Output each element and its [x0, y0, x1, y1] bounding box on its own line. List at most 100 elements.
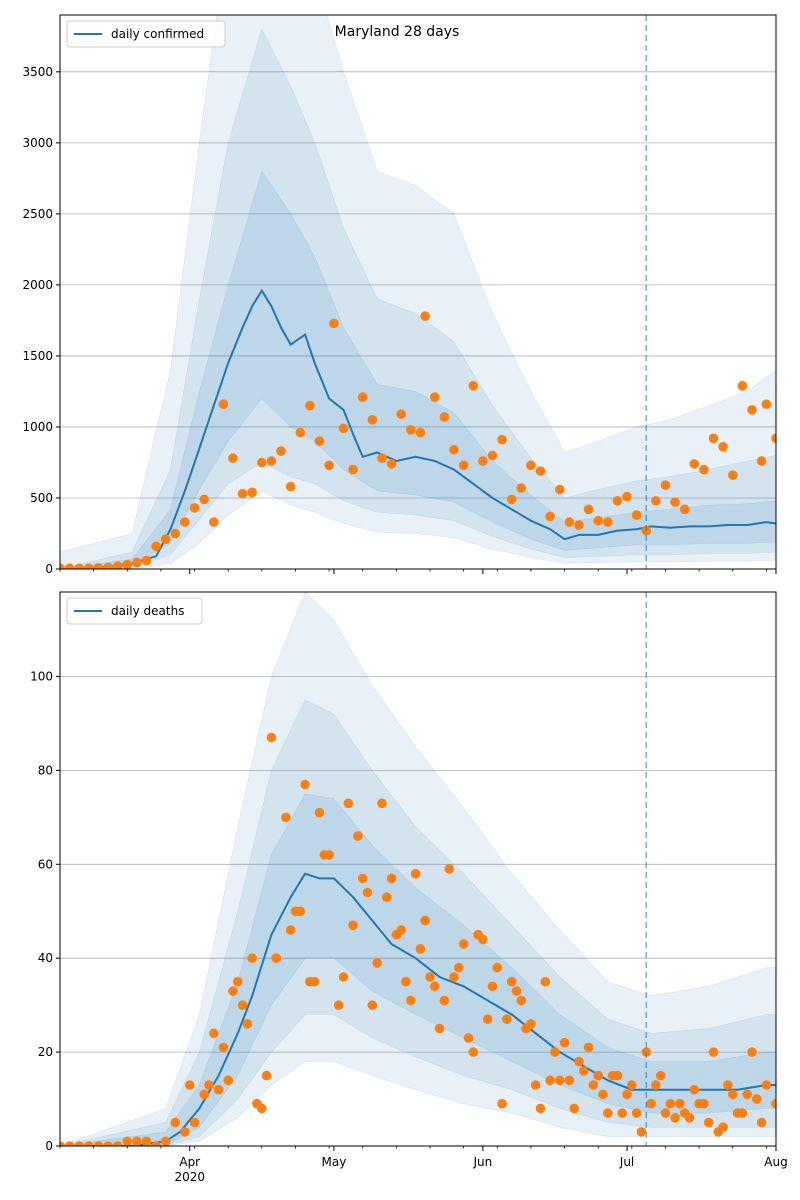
- confirmed-observed-point: [545, 511, 555, 522]
- confirmed-y-tick-label: 2500: [22, 207, 53, 221]
- confirmed-observed-point: [386, 459, 397, 469]
- deaths-observed-point: [761, 1080, 772, 1090]
- deaths-observed-point: [670, 1113, 680, 1123]
- deaths-x-tick-label-line: Apr: [179, 1155, 200, 1169]
- deaths-observed-point: [728, 1089, 738, 1100]
- deaths-observed-point: [526, 1019, 536, 1029]
- deaths-band-50-area: [60, 793, 776, 1146]
- confirmed-axes-frame: [59, 14, 777, 570]
- deaths-observed-point: [598, 1089, 608, 1100]
- deaths-observed-point: [430, 981, 440, 992]
- deaths-observed-point: [478, 934, 488, 945]
- deaths-x-tick-label: May: [321, 1155, 346, 1169]
- deaths-y-tick-label: 0: [45, 1139, 53, 1153]
- chart-title: Maryland 28 days: [335, 24, 460, 40]
- deaths-gridlines: [60, 676, 776, 1053]
- confirmed-observed-point: [487, 450, 498, 461]
- deaths-observed-point: [103, 1141, 113, 1146]
- deaths-observed-point: [723, 1080, 733, 1090]
- confirmed-observed-point: [314, 436, 325, 447]
- deaths-chart: 0 20 40 60 80 100 Apr 2020 May Jun Jul Aug daily d…: [30, 591, 788, 1184]
- confirmed-observed-point: [679, 504, 690, 515]
- deaths-observed-point: [636, 1127, 647, 1137]
- deaths-observed-point: [444, 864, 455, 874]
- confirmed-observed-point: [180, 517, 190, 527]
- deaths-observed-point: [665, 1098, 676, 1109]
- confirmed-observed-point: [285, 481, 296, 492]
- confirmed-observed-point: [396, 409, 407, 420]
- deaths-x-tick-label-line: May: [321, 1155, 346, 1169]
- deaths-observed-point: [555, 1075, 565, 1086]
- confirmed-observed-point: [151, 541, 161, 552]
- deaths-observed-point: [603, 1108, 613, 1118]
- deaths-x-tick-label-line: Jun: [472, 1155, 492, 1169]
- confirmed-observed-point: [458, 460, 469, 471]
- deaths-observed-point: [756, 1117, 767, 1128]
- confirmed-observed-point: [708, 433, 719, 444]
- deaths-observed-point: [314, 807, 325, 818]
- confirmed-y-tick-label: 1500: [22, 349, 53, 363]
- confirmed-observed-point: [728, 470, 738, 481]
- deaths-observed-point: [622, 1089, 632, 1100]
- deaths-observed-point: [141, 1136, 152, 1146]
- confirmed-observed-point: [622, 491, 632, 502]
- confirmed-observed-point: [420, 311, 431, 321]
- confirmed-observed-point: [516, 483, 527, 493]
- confirmed-observed-point: [468, 381, 479, 391]
- confirmed-observed-point: [367, 415, 378, 425]
- confirmed-observed-point: [761, 399, 772, 410]
- confirmed-observed-point: [612, 496, 623, 506]
- deaths-observed-point: [708, 1047, 719, 1057]
- deaths-y-tick-label: 40: [38, 951, 53, 965]
- confirmed-observed-point: [631, 510, 642, 520]
- deaths-observed-point: [410, 868, 421, 879]
- confirmed-observed-point: [526, 460, 536, 471]
- deaths-observed-point: [213, 1084, 224, 1095]
- deaths-observed-point: [382, 892, 392, 902]
- deaths-observed-point: [684, 1113, 695, 1123]
- deaths-x-tick-label: Aug: [764, 1155, 787, 1169]
- deaths-observed-point: [449, 972, 459, 982]
- confirmed-observed-point: [266, 456, 277, 466]
- deaths-observed-point: [463, 1033, 474, 1043]
- confirmed-observed-point: [237, 488, 248, 499]
- confirmed-y-tick-label: 0: [45, 562, 53, 576]
- confirmed-band-50-area: [60, 170, 776, 569]
- deaths-observed-point: [401, 976, 411, 987]
- confirmed-observed-point: [60, 563, 65, 569]
- deaths-observed-point: [324, 850, 334, 860]
- deaths-observed-point: [257, 1103, 267, 1114]
- confirmed-observed-point: [747, 405, 757, 415]
- confirmed-observed-point: [74, 563, 84, 569]
- deaths-observed-point: [569, 1103, 579, 1114]
- deaths-observed-point: [233, 976, 243, 987]
- confirmed-y-tick-label: 2000: [22, 278, 53, 292]
- deaths-observed-points: [60, 732, 776, 1146]
- deaths-observed-point: [406, 995, 416, 1006]
- deaths-observed-point: [266, 732, 277, 743]
- deaths-observed-point: [271, 953, 282, 963]
- deaths-observed-point: [487, 981, 498, 992]
- confirmed-observed-point: [651, 496, 661, 506]
- deaths-observed-point: [204, 1080, 214, 1090]
- confirmed-band-95-area: [60, 15, 776, 569]
- deaths-observed-point: [209, 1028, 219, 1039]
- deaths-x-tick-label: Jun: [472, 1155, 492, 1169]
- deaths-observed-point: [660, 1108, 671, 1118]
- deaths-axes-frame: [59, 591, 777, 1147]
- deaths-observed-point: [420, 915, 431, 926]
- deaths-observed-point: [367, 1000, 378, 1010]
- deaths-observed-point: [454, 962, 464, 973]
- deaths-legend-label: daily deaths: [111, 604, 184, 618]
- deaths-observed-point: [439, 995, 450, 1006]
- confirmed-observed-point: [771, 433, 776, 444]
- deaths-observed-point: [151, 1141, 161, 1146]
- deaths-observed-point: [60, 1141, 65, 1146]
- confirmed-observed-point: [141, 555, 152, 566]
- confirmed-observed-point: [357, 392, 368, 402]
- confirmed-observed-point: [329, 318, 339, 329]
- deaths-observed-point: [122, 1136, 133, 1146]
- confirmed-observed-point: [276, 446, 286, 456]
- deaths-x-tick-label: Jul: [619, 1155, 634, 1169]
- confirmed-observed-point: [583, 504, 594, 515]
